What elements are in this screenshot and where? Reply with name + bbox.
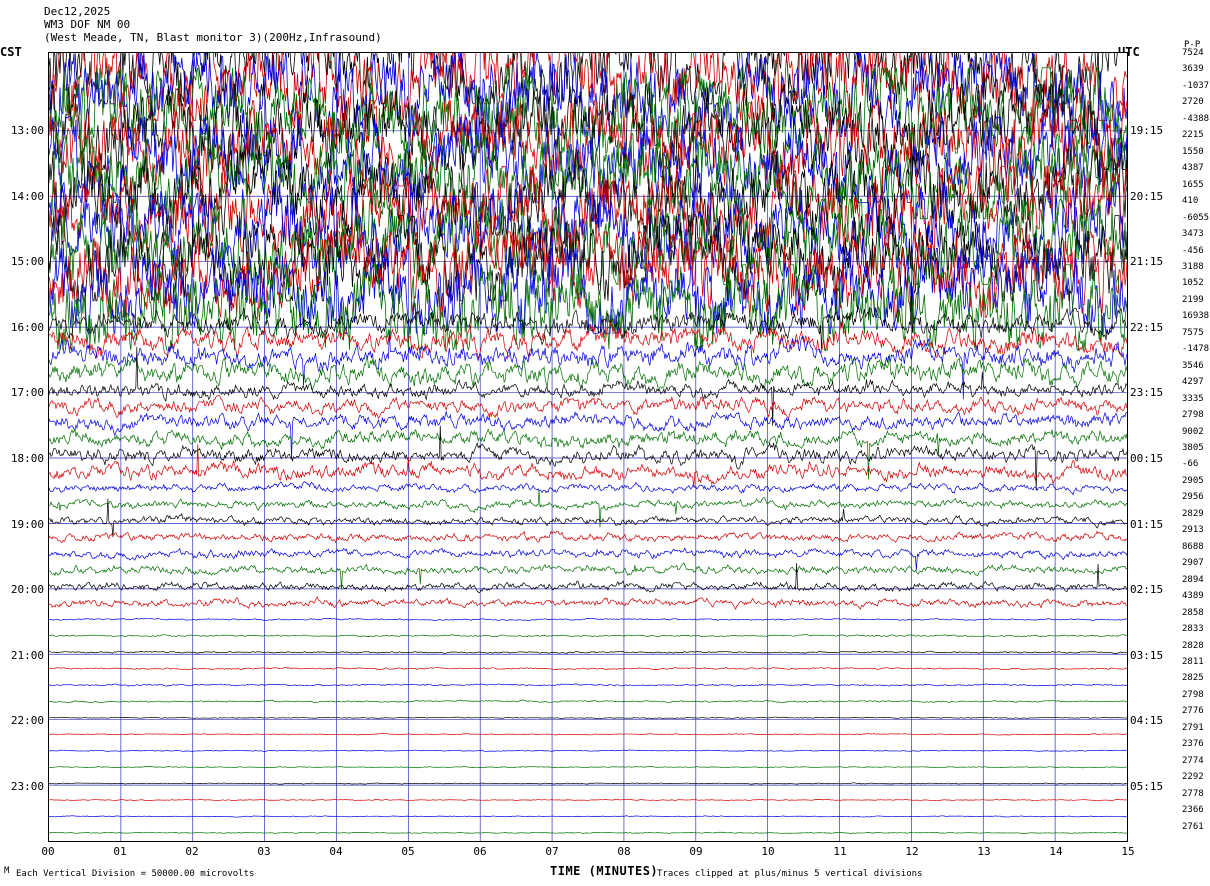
peak-to-peak-value: 2720: [1182, 97, 1204, 108]
left-time-tick: 21:00: [10, 648, 44, 662]
footer-scale-note: Each Vertical Division = 50000.00 microv…: [16, 869, 255, 879]
left-time-tick: 16:00: [10, 320, 44, 334]
x-tick-label: 12: [905, 845, 919, 858]
peak-to-peak-value: -6055: [1182, 212, 1210, 223]
peak-to-peak-value: 7524: [1182, 48, 1204, 58]
right-time-tick: 02:15: [1130, 583, 1164, 597]
peak-to-peak-value: 2798: [1182, 410, 1204, 421]
left-timezone-label: CST: [0, 45, 22, 59]
right-time-tick: 05:15: [1130, 780, 1164, 793]
x-tick-label: 06: [473, 845, 487, 858]
peak-to-peak-value: 7575: [1182, 327, 1204, 338]
x-tick-label: 08: [617, 845, 631, 858]
peak-to-peak-value: 3335: [1182, 393, 1204, 404]
station-code: WM3 DOF NM 00: [44, 18, 131, 31]
x-tick-label: 03: [257, 845, 271, 858]
peak-to-peak-value: 2828: [1182, 640, 1204, 651]
peak-to-peak-value: 8688: [1182, 541, 1204, 552]
peak-to-peak-value: 2833: [1182, 624, 1204, 635]
footer-clip-note: Traces clipped at plus/minus 5 vertical …: [657, 869, 923, 879]
right-time-tick: 20:15: [1130, 189, 1164, 203]
left-time-tick: 19:00: [10, 517, 44, 531]
left-time-tick: 20:00: [10, 583, 44, 597]
peak-to-peak-value: -1037: [1182, 80, 1210, 91]
right-time-tick: 21:15: [1130, 255, 1164, 269]
right-time-tick: 04:15: [1130, 714, 1164, 728]
peak-to-peak-value: -456: [1182, 245, 1204, 256]
peak-to-peak-value: -66: [1182, 459, 1199, 470]
x-tick-label: 09: [689, 845, 703, 858]
peak-to-peak-value: 3188: [1182, 261, 1204, 272]
peak-to-peak-value: 2829: [1182, 508, 1204, 519]
peak-to-peak-value: 1052: [1182, 278, 1204, 289]
peak-to-peak-value: 3805: [1182, 443, 1204, 453]
station-description: (West Meade, TN, Blast monitor 3)(200Hz,…: [44, 31, 382, 44]
x-tick-label: 07: [545, 845, 559, 858]
peak-to-peak-value: 2761: [1182, 821, 1204, 832]
x-tick-label: 02: [185, 845, 199, 858]
left-time-tick: 17:00: [10, 386, 44, 400]
peak-to-peak-value: 2776: [1182, 706, 1204, 717]
peak-to-peak-value: -1478: [1182, 344, 1210, 355]
x-tick-label: 11: [833, 845, 847, 858]
left-time-tick: 23:00: [10, 780, 44, 793]
left-time-tick: 14:00: [10, 189, 44, 203]
peak-to-peak-value: 3639: [1182, 64, 1204, 75]
peak-to-peak-value: 2956: [1182, 492, 1204, 503]
peak-to-peak-value: 4387: [1182, 163, 1204, 174]
peak-to-peak-value: 2774: [1182, 755, 1204, 766]
right-time-tick: 23:15: [1130, 386, 1164, 400]
x-tick-label: 01: [113, 845, 127, 858]
x-tick-label: 04: [329, 845, 343, 858]
left-time-tick: 18:00: [10, 452, 44, 465]
x-tick-label: 14: [1049, 845, 1063, 858]
peak-to-peak-value: 2811: [1182, 656, 1204, 667]
right-time-tick: 01:15: [1130, 517, 1164, 531]
peak-to-peak-value: -4388: [1182, 113, 1210, 124]
peak-to-peak-value: 3546: [1182, 360, 1204, 371]
peak-to-peak-value: 2791: [1182, 722, 1204, 733]
right-time-tick: 19:15: [1130, 124, 1164, 137]
station-date: Dec12,2025: [44, 5, 111, 18]
x-tick-label: 13: [977, 845, 991, 858]
left-time-tick: 13:00: [10, 124, 44, 137]
peak-to-peak-value: 2907: [1182, 558, 1204, 569]
x-axis-title: TIME (MINUTES): [550, 864, 659, 878]
peak-to-peak-value: 2366: [1182, 805, 1204, 816]
peak-to-peak-value: 4389: [1182, 591, 1204, 602]
left-time-tick: 22:00: [10, 714, 44, 728]
peak-to-peak-value: 2913: [1182, 525, 1204, 536]
peak-to-peak-value: 9002: [1182, 426, 1204, 437]
right-time-tick: 00:15: [1130, 452, 1164, 465]
peak-to-peak-value: 2825: [1182, 673, 1204, 684]
x-tick-label: 05: [401, 845, 415, 858]
left-time-tick: 15:00: [10, 255, 44, 269]
peak-to-peak-header: P-P: [1184, 40, 1201, 50]
peak-to-peak-value: 2215: [1182, 130, 1204, 141]
right-time-tick: 22:15: [1130, 320, 1164, 334]
peak-to-peak-value: 1655: [1182, 179, 1204, 190]
x-tick-label: 15: [1121, 845, 1135, 858]
peak-to-peak-value: 2905: [1182, 475, 1204, 486]
x-tick-label: 10: [761, 845, 775, 858]
peak-to-peak-value: 2376: [1182, 739, 1204, 750]
peak-to-peak-value: 2778: [1182, 788, 1204, 799]
plot-svg: [49, 53, 1127, 841]
peak-to-peak-value: 2199: [1182, 294, 1204, 305]
peak-to-peak-value: 2858: [1182, 607, 1204, 618]
footer-arrow-marker: M: [4, 866, 10, 876]
waveform-plot-area: [48, 52, 1128, 842]
right-time-tick: 03:15: [1130, 648, 1164, 662]
peak-to-peak-value: 410: [1182, 196, 1199, 207]
x-tick-label: 00: [41, 845, 55, 858]
peak-to-peak-value: 16938: [1182, 311, 1210, 322]
peak-to-peak-value: 2894: [1182, 574, 1204, 585]
peak-to-peak-value: 2798: [1182, 689, 1204, 700]
peak-to-peak-value: 3473: [1182, 229, 1204, 240]
peak-to-peak-value: 1550: [1182, 146, 1204, 157]
peak-to-peak-value: 4297: [1182, 377, 1204, 388]
peak-to-peak-value: 2292: [1182, 772, 1204, 783]
